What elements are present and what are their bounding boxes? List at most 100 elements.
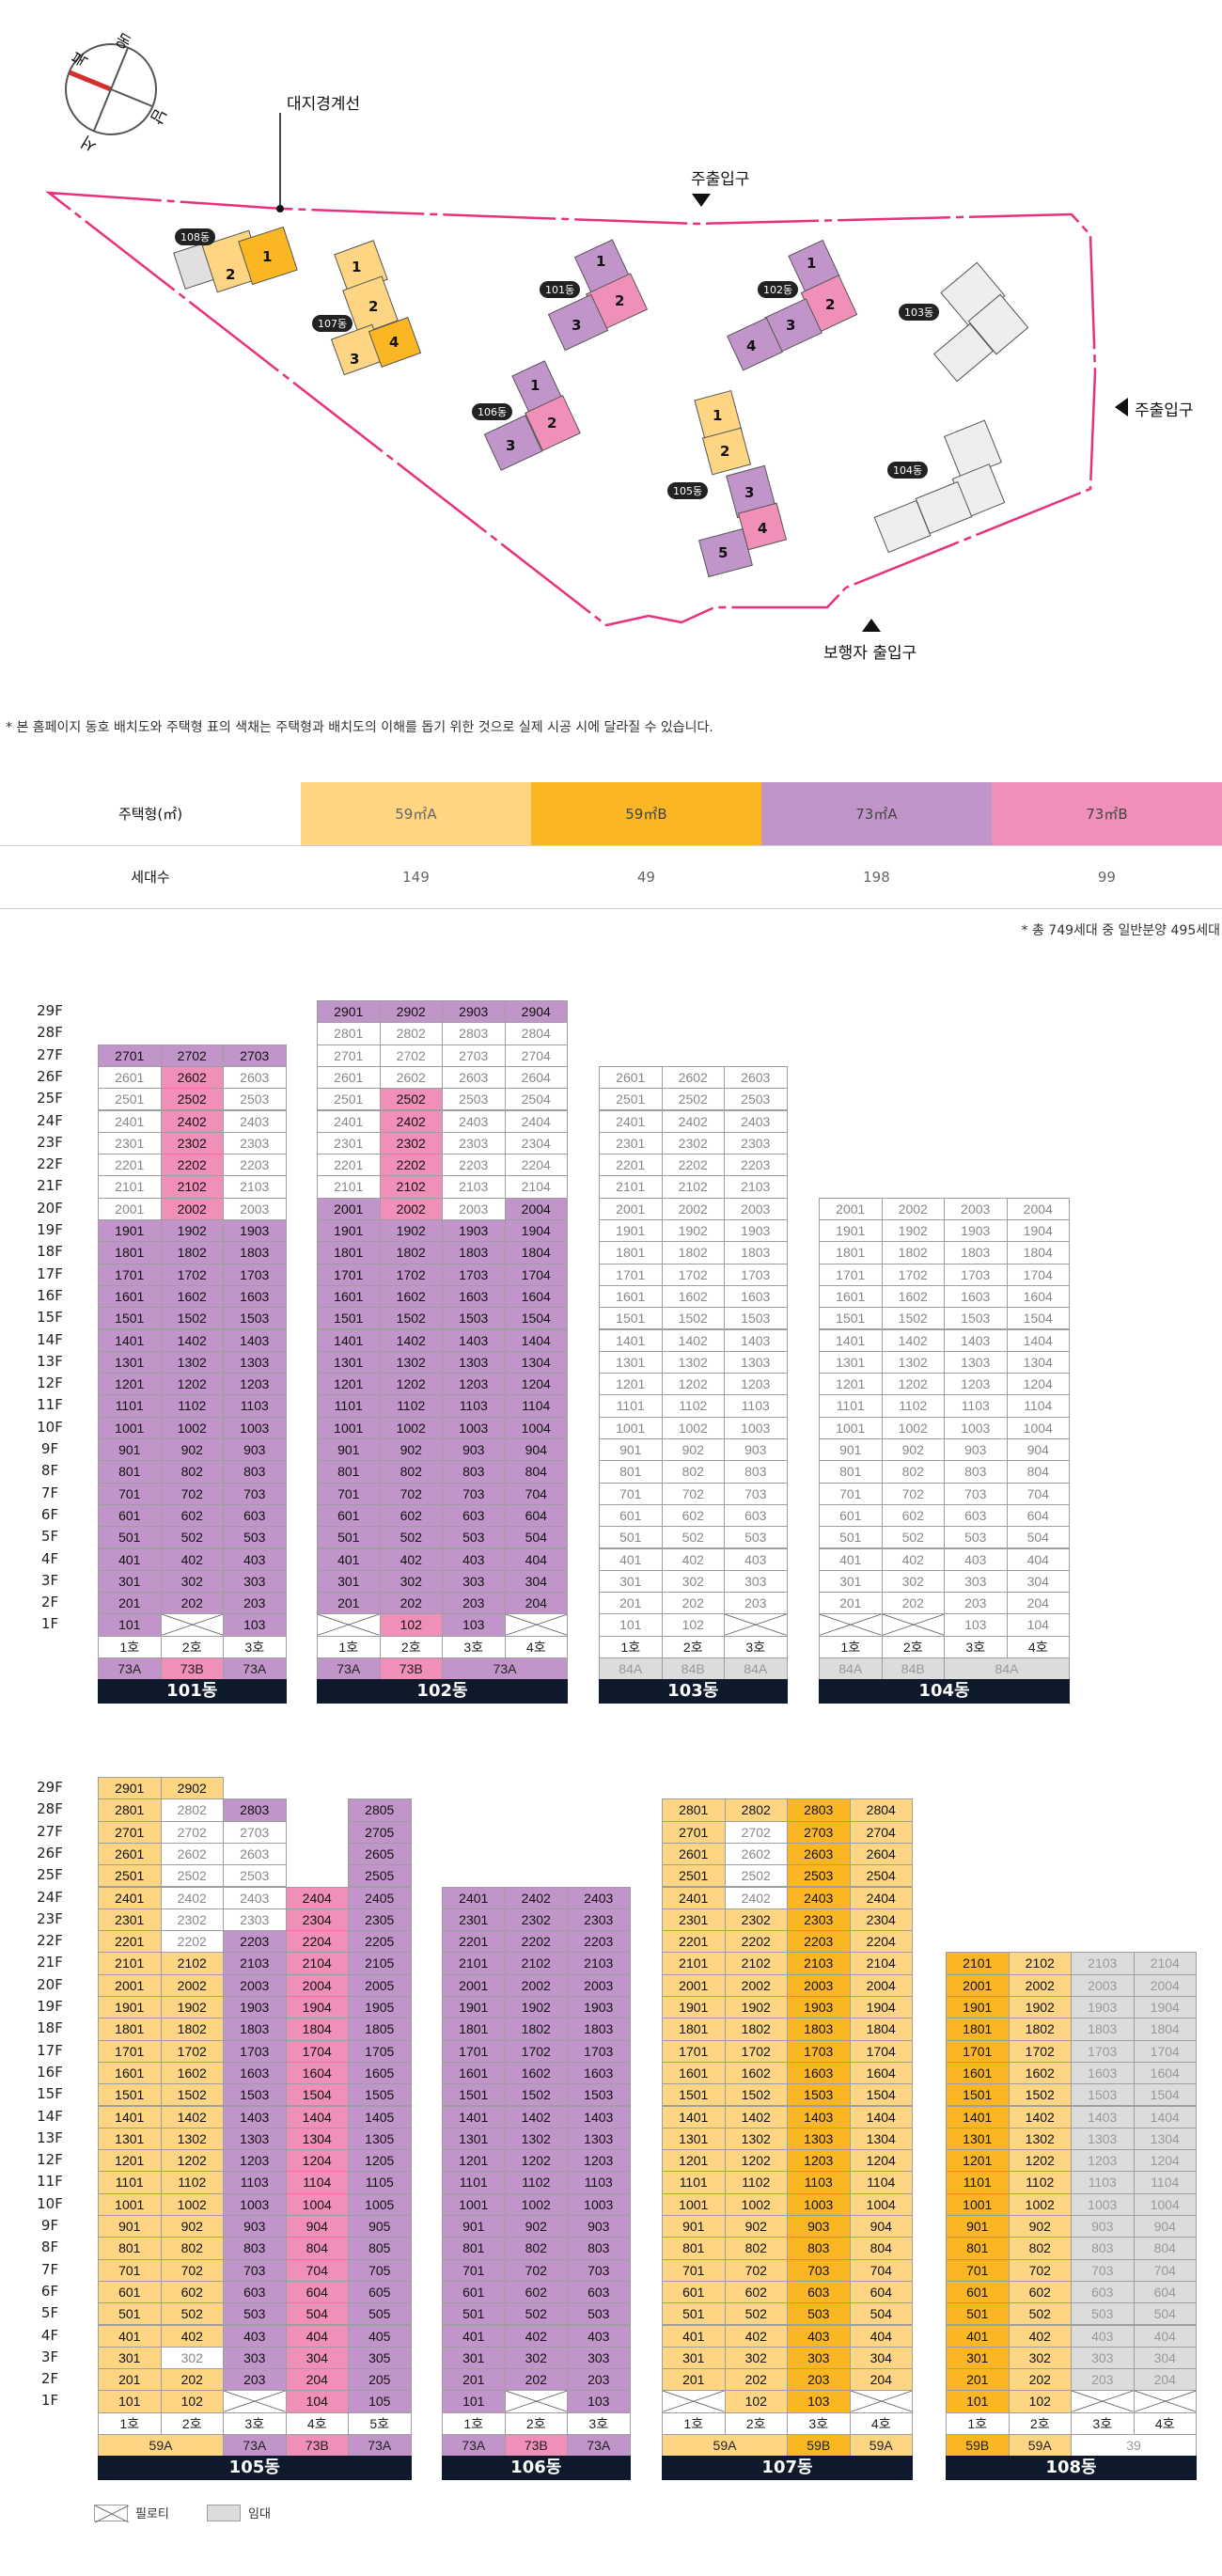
unit-cell: 2401 — [98, 1886, 162, 1909]
piloti-swatch — [94, 2504, 129, 2522]
unit-cell: 2401 — [599, 1109, 663, 1133]
unit-type-label: 59A — [1008, 2434, 1072, 2458]
building-name-bar: 105동 — [98, 2456, 412, 2481]
floor-label: 26F — [37, 1844, 63, 1861]
unit-cell: 1901 — [599, 1219, 663, 1243]
unit-cell: 201 — [98, 2368, 162, 2392]
unit-cell: 2102 — [661, 1175, 725, 1199]
unit-cell: 402 — [160, 1547, 224, 1571]
unit-cell: 1903 — [1071, 1996, 1135, 2019]
unit-cell: 2802 — [724, 1798, 788, 1822]
unit-cell: 1704 — [285, 2039, 349, 2063]
unit-cell: 1203 — [442, 1373, 506, 1396]
unit-cell: 101 — [98, 1613, 162, 1637]
unit-cell: 1601 — [819, 1284, 883, 1309]
unit-cell: 2504 — [849, 1864, 913, 1888]
unit-cell: 2603 — [223, 1065, 287, 1090]
unit-cell: 1802 — [881, 1241, 945, 1264]
unit-cell: 205 — [348, 2368, 412, 2392]
unit-cell: 501 — [317, 1526, 381, 1549]
unit-cell: 702 — [1008, 2258, 1072, 2282]
building-105-footprint — [694, 389, 788, 578]
unit-cell: 1201 — [819, 1373, 883, 1396]
unit-cell: 2002 — [1008, 1973, 1072, 1997]
unit-cell: 2004 — [504, 1197, 568, 1220]
unit-cell: 203 — [223, 2368, 287, 2392]
unit-cell: 2104 — [285, 1952, 349, 1975]
unit-cell: 2102 — [504, 1952, 568, 1975]
unit-cell: 702 — [724, 2258, 788, 2282]
unit-cell: 902 — [160, 1438, 224, 1462]
unit-cell: 2403 — [442, 1109, 506, 1133]
unit-cell: 701 — [819, 1482, 883, 1505]
unit-cell: 1704 — [1133, 2039, 1197, 2063]
unit-cell: 1401 — [317, 1328, 381, 1352]
unit-cell: 203 — [1071, 2368, 1135, 2392]
unit-cell: 1501 — [946, 2083, 1010, 2107]
unit-type-label: 73A — [567, 2434, 631, 2458]
unit-cell: 704 — [1133, 2258, 1197, 2282]
unit-cell: 1002 — [160, 1416, 224, 1439]
unit-cell: 1702 — [379, 1263, 443, 1286]
unit-cell: 1502 — [379, 1307, 443, 1330]
summary-type-59b: 59㎡B — [530, 782, 761, 846]
unit-cell: 1603 — [567, 2061, 631, 2085]
unit-cell: 1101 — [946, 2171, 1010, 2194]
unit-cell: 1903 — [787, 1996, 851, 2019]
unit-cell: 603 — [567, 2280, 631, 2304]
unit-type-label: 84A — [599, 1657, 663, 1681]
unit-cell: 502 — [724, 2302, 788, 2326]
unit-cell: 2601 — [599, 1065, 663, 1090]
unit-cell: 2503 — [223, 1088, 287, 1111]
unit-cell: 1503 — [567, 2083, 631, 2107]
unit-cell: 804 — [1133, 2237, 1197, 2260]
unit-cell: 1601 — [98, 2061, 162, 2085]
unit-type-label: 73A — [223, 2434, 287, 2458]
unit-cell: 1601 — [599, 1284, 663, 1309]
unit-cell: 2301 — [317, 1131, 381, 1155]
unit-cell: 903 — [442, 1438, 506, 1462]
unit-cell: 1304 — [285, 2127, 349, 2151]
unit-cell: 2101 — [317, 1175, 381, 1199]
unit-cell: 1603 — [442, 1284, 506, 1309]
unit-cell: 1003 — [944, 1416, 1008, 1439]
ho-label: 4호 — [504, 1635, 568, 1658]
unit-cell: 803 — [223, 1460, 287, 1484]
unit-cell: 2503 — [787, 1864, 851, 1888]
unit-cell: 602 — [724, 2280, 788, 2304]
unit-cell: 1501 — [599, 1307, 663, 1330]
unit-cell: 1102 — [504, 2171, 568, 2194]
floor-label: 3F — [40, 1571, 59, 1589]
unit-cell: 101 — [946, 2390, 1010, 2413]
ho-label: 2호 — [661, 1635, 725, 1658]
unit-cell: 2101 — [662, 1952, 726, 1975]
unit-cell: 1903 — [442, 1219, 506, 1243]
floor-label: 2F — [40, 1594, 59, 1611]
unit-cell: 1101 — [442, 2171, 506, 2194]
unit-cell: 1504 — [504, 1307, 568, 1330]
unit-cell: 605 — [348, 2280, 412, 2304]
unit-cell: 2101 — [98, 1175, 162, 1199]
unit-cell: 1703 — [442, 1263, 506, 1286]
unit-cell: 2801 — [98, 1798, 162, 1822]
unit-cell: 1004 — [504, 1416, 568, 1439]
unit-cell: 1303 — [442, 1350, 506, 1374]
unit-cell: 402 — [160, 2324, 224, 2348]
floor-label: 12F — [37, 1374, 63, 1392]
unit-cell: 801 — [98, 1460, 162, 1484]
site-building-tag: 105동 — [667, 482, 709, 499]
unit-cell: 603 — [944, 1503, 1008, 1528]
unit-cell: 1201 — [98, 2149, 162, 2173]
unit-cell: 102 — [379, 1613, 443, 1637]
floor-label: 10F — [37, 2194, 63, 2212]
unit-cell: 102 — [724, 2390, 788, 2413]
unit-cell: 403 — [223, 2324, 287, 2348]
unit-cell: 102 — [1008, 2390, 1072, 2413]
unit-cell: 203 — [567, 2368, 631, 2392]
unit-cell: 201 — [599, 1592, 663, 1615]
unit-type-label: 73A — [223, 1657, 287, 1681]
unit-cell — [504, 1613, 568, 1637]
unit-cell: 2303 — [223, 1908, 287, 1932]
unit-cell: 1101 — [599, 1394, 663, 1418]
building-name-bar: 103동 — [599, 1679, 788, 1704]
